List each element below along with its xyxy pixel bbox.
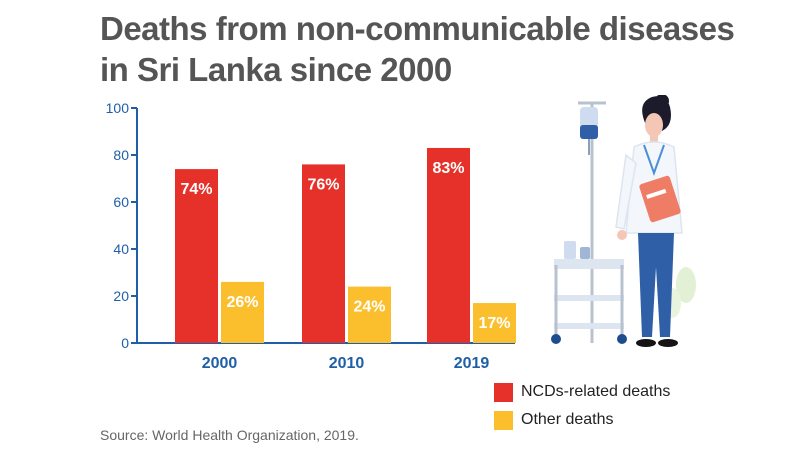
doctor-illustration (551, 95, 696, 347)
bar (175, 169, 218, 343)
legend-item-other: Other deaths (494, 408, 670, 432)
y-tick-label: 0 (121, 335, 129, 351)
iv-stand-icon (578, 101, 606, 343)
legend: NCDs-related deaths Other deaths (494, 380, 670, 436)
x-tick-label: 2019 (454, 355, 490, 372)
data-label: 74% (180, 181, 212, 198)
y-tick-label: 60 (113, 194, 129, 210)
bar (221, 281, 264, 343)
x-tick-label: 2000 (202, 355, 238, 372)
y-tick-label: 100 (106, 100, 130, 116)
legend-item-ncd: NCDs-related deaths (494, 380, 670, 404)
legend-swatch-ncd (494, 382, 513, 402)
doctor-icon (615, 95, 683, 347)
legend-label-ncd: NCDs-related deaths (521, 383, 671, 400)
data-label: 26% (226, 294, 258, 311)
y-tick-label: 80 (113, 147, 129, 163)
bar (473, 303, 516, 343)
y-tick-label: 40 (113, 241, 129, 257)
data-label: 24% (353, 299, 385, 316)
bar (427, 147, 470, 343)
bar (302, 164, 345, 343)
source-note: Source: World Health Organization, 2019. (100, 427, 359, 443)
legend-swatch-other (494, 410, 513, 430)
bar (348, 286, 391, 343)
chart-title: Deaths from non-communicable diseases in… (100, 10, 735, 88)
data-label: 17% (478, 315, 510, 332)
y-tick-label: 20 (113, 288, 129, 304)
data-label: 83% (432, 160, 464, 177)
data-label: 76% (307, 176, 339, 193)
medical-cart-icon (551, 241, 627, 344)
legend-label-other: Other deaths (521, 411, 614, 428)
x-tick-label: 2010 (329, 355, 365, 372)
bar-chart: 0 20 40 60 80 100 74% 26% 2000 76% 24% 2010 83% 17% 20… (106, 100, 516, 372)
